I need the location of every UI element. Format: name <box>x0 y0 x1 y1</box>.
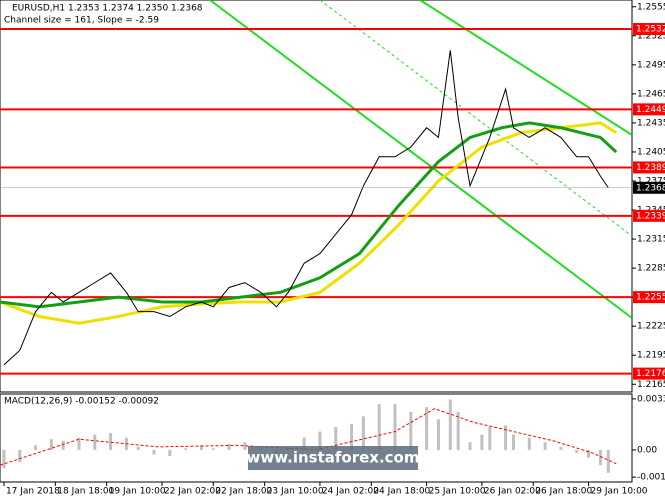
level-label: 1.2532 <box>636 25 665 35</box>
x-tick-label: 22 Jan 02:00 <box>164 487 221 497</box>
macd-bar <box>184 448 188 450</box>
macd-bar <box>504 425 508 450</box>
y-tick-label: -0.00178 <box>637 473 665 483</box>
y-tick-label: 0.00334 <box>637 394 665 404</box>
x-tick-label: 17 Jan 2018 <box>6 487 60 497</box>
y-tick-label: 1.2555 <box>637 2 665 12</box>
y-tick-label: 1.2315 <box>637 235 665 245</box>
macd-bar <box>488 427 492 450</box>
y-tick-label: 1.2495 <box>637 60 665 70</box>
level-label-bg <box>633 103 665 116</box>
macd-bar <box>456 411 460 450</box>
x-tick-label: 25 Jan 10:00 <box>429 487 486 497</box>
macd-bar <box>606 449 610 473</box>
macd-bar <box>93 434 97 450</box>
macd-bar <box>168 449 172 457</box>
macd-bar <box>136 446 140 450</box>
macd-bar <box>436 419 440 450</box>
macd-bar <box>361 416 365 450</box>
macd-bar <box>152 449 156 455</box>
macd-bar <box>109 433 113 450</box>
series-line <box>0 121 618 309</box>
x-tick-label: 23 Jan 10:00 <box>267 487 324 497</box>
series-line <box>0 408 617 466</box>
level-label-bg <box>633 291 665 304</box>
main-frame <box>0 0 633 393</box>
macd-bar <box>334 427 338 450</box>
level-label: 1.2176 <box>636 369 665 379</box>
macd-bar <box>587 449 591 458</box>
macd-bar <box>302 437 306 450</box>
macd-bar <box>49 439 53 450</box>
macd-bar <box>211 448 215 450</box>
macd-bar <box>377 404 381 450</box>
level-label: 1.2255 <box>636 293 665 303</box>
y-tick-label: 1.2375 <box>637 176 665 186</box>
macd-bar <box>527 437 531 450</box>
channel-line <box>419 0 633 136</box>
channel-mid <box>319 0 633 237</box>
price-label: 1.2368 <box>636 183 665 193</box>
y-tick-label: 1.2195 <box>637 351 665 361</box>
level-label: 1.2339 <box>636 211 665 221</box>
indicator-title: MACD(12,26,9) -0.00152 -0.00092 <box>4 397 159 407</box>
x-tick-label: 26 Jan 02:00 <box>484 487 541 497</box>
macd-bar <box>512 434 515 450</box>
macd-bar <box>468 442 472 450</box>
y-tick-label: 1.2225 <box>637 322 665 332</box>
y-tick-label: 1.2285 <box>637 264 665 274</box>
macd-bar <box>598 449 602 466</box>
macd-bar <box>34 445 38 450</box>
y-tick-label: 1.2525 <box>637 31 665 41</box>
macd-bar <box>575 449 579 453</box>
x-tick-label: 24 Jan 18:00 <box>373 487 430 497</box>
macd-bar <box>393 404 397 450</box>
y-tick-label: 1.2165 <box>637 380 665 390</box>
channel-line <box>209 0 633 319</box>
y-tick-label: 1.2405 <box>637 147 665 157</box>
y-tick-label: 1.2465 <box>637 89 665 99</box>
macd-bar <box>559 446 563 450</box>
x-tick-label: 24 Jan 02:00 <box>322 487 379 497</box>
symbol-line: EURUSD,H1 1.2353 1.2374 1.2350 1.2368 <box>12 4 203 14</box>
level-label-bg <box>633 161 665 174</box>
macd-bar <box>61 440 65 450</box>
x-tick-label: 26 Jan 18:00 <box>535 487 592 497</box>
series-line <box>3 50 609 366</box>
x-tick-label: 18 Jan 18:00 <box>57 487 114 497</box>
macd-bar <box>77 437 81 450</box>
macd-bar <box>199 445 203 450</box>
macd-bar <box>318 431 322 450</box>
macd-bar <box>543 442 547 450</box>
x-tick-label: 19 Jan 10:00 <box>109 487 166 497</box>
level-label: 1.2389 <box>636 163 665 173</box>
macd-bar <box>227 443 231 450</box>
macd-bar <box>350 423 354 450</box>
level-label-bg <box>633 209 665 222</box>
level-label-bg <box>633 367 665 380</box>
watermark: www.instaforex.com <box>247 449 420 467</box>
price-label-bg <box>633 181 665 194</box>
macd-bar <box>18 449 22 463</box>
level-label: 1.2449 <box>636 105 665 115</box>
macd-bar <box>448 399 452 450</box>
level-label-bg <box>633 23 665 36</box>
macd-bar <box>243 442 247 450</box>
macd-bar <box>409 411 413 450</box>
y-tick-label: 1.2435 <box>637 118 665 128</box>
macd-bar <box>480 434 484 450</box>
channel-info: Channel size = 161, Slope = -2.59 <box>4 16 159 26</box>
watermark-bg <box>248 446 418 470</box>
y-tick-label: 0.00 <box>637 445 657 455</box>
series-line <box>0 121 617 325</box>
macd-bar <box>2 449 6 469</box>
macd-bar <box>425 407 429 450</box>
x-tick-label: 22 Jan 18:00 <box>215 487 272 497</box>
x-tick-label: 29 Jan 10:00 <box>591 487 648 497</box>
